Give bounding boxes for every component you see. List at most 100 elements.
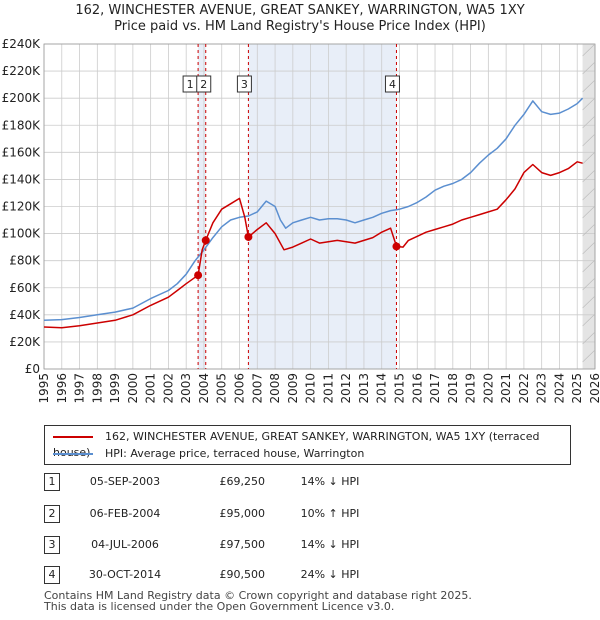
x-tick-label: 1995: [37, 373, 51, 404]
transaction-row: 1 05-SEP-2003 £69,250 14% ↓ HPI: [0, 471, 600, 493]
y-tick-label: £80K: [9, 254, 41, 268]
forecast-hatch: [582, 61, 596, 75]
x-tick-label: 2012: [339, 373, 353, 404]
sale-point: [392, 242, 401, 251]
legend-label-property: 162, WINCHESTER AVENUE, GREAT SANKEY, WA…: [53, 430, 540, 459]
x-tick-label: 2018: [446, 373, 460, 404]
transaction-number: 1: [44, 473, 60, 491]
transaction-price: £97,500: [219, 538, 266, 551]
sale-label: 4: [389, 78, 396, 91]
price-chart: £0 £20K £40K £60K £80K £100K £120K £140K £160K £1…: [2, 37, 600, 404]
legend-item-property: 162, WINCHESTER AVENUE, GREAT SANKEY, WA…: [53, 429, 570, 459]
sale-label: 1: [187, 78, 194, 91]
forecast-hatch: [582, 223, 596, 237]
y-tick-label: £60K: [9, 281, 41, 295]
transaction-date: 05-SEP-2003: [89, 475, 161, 488]
forecast-hatch: [582, 277, 596, 291]
x-tick-label: 2013: [357, 373, 371, 404]
x-tick-label: 2007: [250, 373, 264, 404]
chart-title-line1: 162, WINCHESTER AVENUE, GREAT SANKEY, WA…: [75, 3, 525, 18]
x-tick-label: 2010: [304, 373, 318, 404]
x-tick-label: 2011: [321, 373, 335, 404]
sale-point: [201, 236, 210, 245]
transaction-row: 4 30-OCT-2014 £90,500 24% ↓ HPI: [0, 564, 600, 586]
x-tick-label: 2026: [588, 373, 600, 404]
x-tick-label: 2001: [144, 373, 158, 404]
transaction-price: £69,250: [219, 475, 266, 488]
x-tick-label: 2020: [481, 373, 495, 404]
chart-title-line2: Price paid vs. HM Land Registry's House …: [114, 19, 486, 34]
y-tick-label: £220K: [2, 64, 42, 78]
transaction-price: £95,000: [219, 507, 266, 520]
x-tick-label: 1998: [90, 373, 104, 404]
forecast-hatch: [582, 79, 596, 93]
forecast-hatch: [582, 205, 596, 219]
x-tick-label: 2023: [535, 373, 549, 404]
plot-border: [43, 43, 596, 370]
x-tick-label: 2003: [179, 373, 193, 404]
legend-label-hpi: HPI: Average price, terraced house, Warr…: [105, 447, 365, 460]
x-tick-label: 2004: [197, 373, 211, 404]
forecast-hatch: [582, 313, 596, 327]
legend-swatch-hpi: [53, 453, 93, 455]
x-tick-label: 2024: [552, 373, 566, 404]
x-tick-label: 2002: [161, 373, 175, 404]
x-tick-label: 2006: [233, 373, 247, 404]
sale-point: [194, 271, 203, 280]
footer-licence: This data is licensed under the Open Gov…: [44, 600, 395, 613]
sale-label-box: [196, 75, 212, 93]
sale-label: 2: [200, 78, 207, 91]
sale-label: 3: [241, 78, 248, 91]
x-tick-label: 2022: [517, 373, 531, 404]
hpi-line: [43, 97, 584, 322]
x-tick-label: 2019: [464, 373, 478, 404]
x-tick-label: 2008: [268, 373, 282, 404]
footer: Contains HM Land Registry data © Crown c…: [44, 590, 472, 612]
transaction-date: 04-JUL-2006: [91, 538, 159, 551]
transaction-hpi: 24% ↓ HPI: [300, 568, 360, 581]
forecast-hatch: [582, 151, 596, 165]
forecast-hatch: [582, 187, 596, 201]
forecast-hatch: [582, 43, 596, 57]
x-tick-label: 2014: [375, 373, 389, 404]
y-tick-label: £40K: [9, 308, 41, 322]
legend-item-hpi: HPI: Average price, terraced house, Warr…: [53, 446, 364, 462]
y-tick-label: £120K: [2, 200, 42, 214]
forecast-hatch: [582, 169, 596, 183]
transaction-number: 2: [44, 505, 60, 523]
x-tick-label: 2016: [410, 373, 424, 404]
x-tick-label: 1996: [55, 373, 69, 404]
forecast-hatch: [582, 259, 596, 273]
footer-copyright: Contains HM Land Registry data © Crown c…: [44, 589, 472, 602]
transaction-row: 2 06-FEB-2004 £95,000 10% ↑ HPI: [0, 503, 600, 525]
forecast-hatch: [582, 115, 596, 129]
x-tick-label: 2005: [215, 373, 229, 404]
transaction-row: 3 04-JUL-2006 £97,500 14% ↓ HPI: [0, 534, 600, 556]
transaction-number: 3: [44, 536, 60, 554]
y-tick-label: £160K: [2, 145, 42, 159]
transaction-number: 4: [44, 566, 60, 584]
x-tick-label: 2009: [286, 373, 300, 404]
x-tick-label: 1997: [73, 373, 87, 404]
transaction-price: £90,500: [219, 568, 266, 581]
transaction-date: 30-OCT-2014: [88, 568, 162, 581]
forecast-hatch: [582, 97, 596, 111]
y-tick-label: £0: [25, 362, 40, 376]
y-tick-label: £180K: [2, 118, 42, 132]
y-tick-label: £140K: [2, 172, 42, 186]
property-price-line: [43, 161, 583, 329]
y-tick-label: £240K: [2, 37, 42, 51]
forecast-hatch: [582, 349, 596, 363]
sale-point: [244, 232, 253, 241]
x-tick-label: 2017: [428, 373, 442, 404]
forecast-hatch: [582, 241, 596, 255]
x-tick-label: 2000: [126, 373, 140, 404]
x-tick-label: 2025: [570, 373, 584, 404]
sale-label-box: [384, 75, 400, 93]
legend: 162, WINCHESTER AVENUE, GREAT SANKEY, WA…: [44, 425, 571, 465]
transaction-date: 06-FEB-2004: [89, 507, 161, 520]
y-tick-label: £20K: [9, 335, 41, 349]
legend-swatch-property: [53, 436, 93, 438]
forecast-hatch: [582, 331, 596, 345]
transaction-hpi: 14% ↓ HPI: [300, 475, 360, 488]
